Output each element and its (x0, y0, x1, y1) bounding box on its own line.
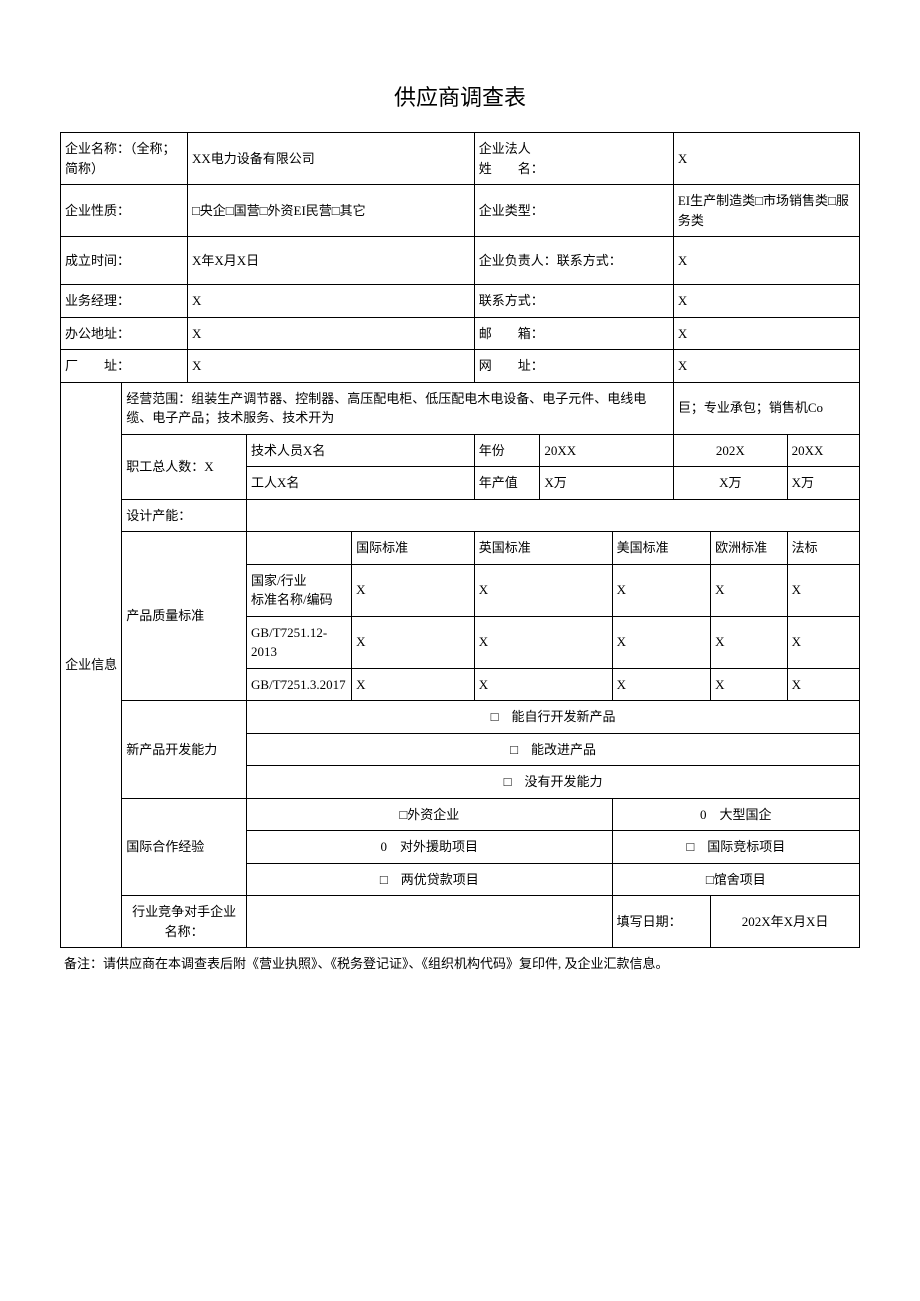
label-manager-contact: 企业负责人：联系方式： (474, 237, 673, 285)
value-email: X (673, 317, 859, 350)
value-design-capacity (247, 499, 860, 532)
ic-l0: □外资企业 (247, 798, 613, 831)
value-biz-manager: X (187, 285, 474, 318)
qc-2-1: X (474, 668, 612, 701)
qc-0-3: X (711, 564, 788, 616)
qc-1-3: X (711, 616, 788, 668)
ic-l1: 0 对外援助项目 (247, 831, 613, 864)
qrow-0: 国家/行业标准名称/编码 (247, 564, 352, 616)
ic-r1: □ 国际竞标项目 (612, 831, 859, 864)
label-email: 邮 箱： (474, 317, 673, 350)
qc-0-1: X (474, 564, 612, 616)
qc-2-4: X (787, 668, 859, 701)
label-company-info: 企业信息 (61, 382, 122, 948)
np-2: □ 没有开发能力 (247, 766, 860, 799)
value-factory-addr: X (187, 350, 474, 383)
label-design-capacity: 设计产能： (122, 499, 247, 532)
survey-table: 企业名称：（全称；简称） XX电力设备有限公司 企业法人姓 名： X 企业性质：… (60, 132, 860, 948)
label-quality-std: 产品质量标准 (122, 532, 247, 701)
qcol-5: 法标 (787, 532, 859, 565)
value-company-name: XX电力设备有限公司 (187, 133, 474, 185)
label-biz-manager: 业务经理： (61, 285, 188, 318)
footnote: 备注：请供应商在本调查表后附《营业执照》、《税务登记证》、《组织机构代码》复印件… (60, 954, 860, 975)
year-label: 年份 (474, 434, 540, 467)
output-0: X万 (540, 467, 674, 500)
output-1: X万 (673, 467, 787, 500)
value-nature: □央企□国营□外资EI民营□其它 (187, 185, 474, 237)
workers: 工人X名 (247, 467, 475, 500)
qc-1-0: X (352, 616, 475, 668)
ic-r0: 0 大型国企 (612, 798, 859, 831)
label-legal-person: 企业法人姓 名： (474, 133, 673, 185)
value-office-addr: X (187, 317, 474, 350)
qrow-1: GB/T7251.12-2013 (247, 616, 352, 668)
label-nature: 企业性质： (61, 185, 188, 237)
label-staff-total: 职工总人数：X (122, 434, 247, 499)
qc-1-4: X (787, 616, 859, 668)
label-fill-date: 填写日期： (612, 896, 710, 948)
label-type: 企业类型： (474, 185, 673, 237)
year-1: 202X (673, 434, 787, 467)
qcol-4: 欧洲标准 (711, 532, 788, 565)
qc-2-3: X (711, 668, 788, 701)
output-label: 年产值 (474, 467, 540, 500)
label-office-addr: 办公地址： (61, 317, 188, 350)
np-1: □ 能改进产品 (247, 733, 860, 766)
label-founded: 成立时间： (61, 237, 188, 285)
business-scope-right: 巨；专业承包；销售机Co (673, 382, 859, 434)
value-fill-date: 202X年X月X日 (711, 896, 860, 948)
ic-l2: □ 两优贷款项目 (247, 863, 613, 896)
value-website: X (673, 350, 859, 383)
page-title: 供应商调查表 (60, 80, 860, 112)
value-legal-person: X (673, 133, 859, 185)
qc-0-0: X (352, 564, 475, 616)
year-2: 20XX (787, 434, 859, 467)
ic-r2: □馆舍项目 (612, 863, 859, 896)
value-type: EI生产制造类□市场销售类□服务类 (673, 185, 859, 237)
label-contact: 联系方式： (474, 285, 673, 318)
value-competitor (247, 896, 613, 948)
qc-1-2: X (612, 616, 710, 668)
qc-1-1: X (474, 616, 612, 668)
qc-2-0: X (352, 668, 475, 701)
qcol-2: 英国标准 (474, 532, 612, 565)
qcol-1: 国际标准 (352, 532, 475, 565)
tech-staff: 技术人员X名 (247, 434, 475, 467)
label-competitor: 行业竞争对手企业名称： (122, 896, 247, 948)
value-manager-contact: X (673, 237, 859, 285)
label-company-name: 企业名称：（全称；简称） (61, 133, 188, 185)
label-new-product: 新产品开发能力 (122, 701, 247, 799)
value-contact: X (673, 285, 859, 318)
qc-0-4: X (787, 564, 859, 616)
output-2: X万 (787, 467, 859, 500)
qc-2-2: X (612, 668, 710, 701)
qrow-2: GB/T7251.3.2017 (247, 668, 352, 701)
label-factory-addr: 厂 址： (61, 350, 188, 383)
label-website: 网 址： (474, 350, 673, 383)
qc-0-2: X (612, 564, 710, 616)
np-0: □ 能自行开发新产品 (247, 701, 860, 734)
business-scope: 经营范围：组装生产调节器、控制器、高压配电柜、低压配电木电设备、电子元件、电线电… (122, 382, 674, 434)
value-founded: X年X月X日 (187, 237, 474, 285)
year-0: 20XX (540, 434, 674, 467)
qhdr-0 (247, 532, 352, 565)
label-intl-coop: 国际合作经验 (122, 798, 247, 896)
qcol-3: 美国标准 (612, 532, 710, 565)
